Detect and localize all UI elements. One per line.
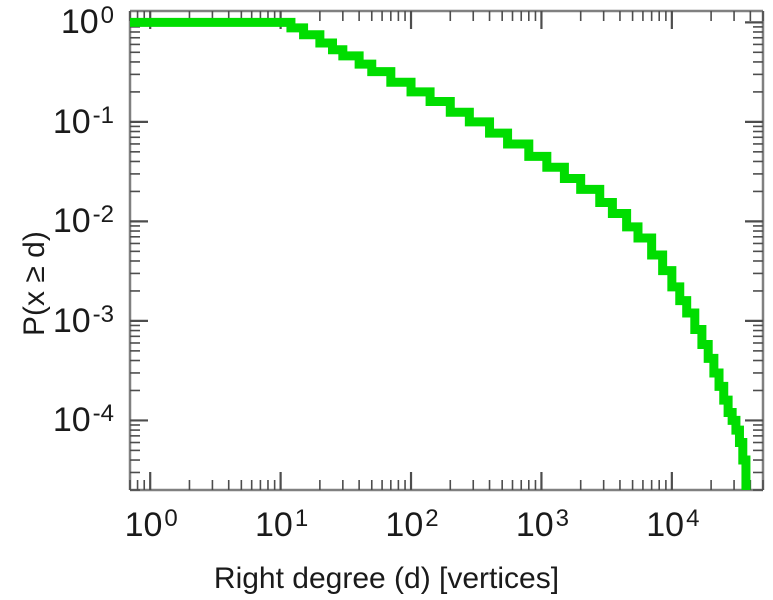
data-series xyxy=(130,17,751,490)
axis-ticks xyxy=(129,11,764,491)
x-tick-exponent: 2 xyxy=(425,504,439,532)
y-tick-exponent: -1 xyxy=(92,101,114,129)
y-tick-label: 10-4 xyxy=(0,400,114,440)
y-tick-label: 10-2 xyxy=(0,201,114,241)
y-tick-label: 100 xyxy=(0,2,114,42)
y-tick-exponent: -4 xyxy=(92,400,114,428)
y-tick-mantissa: 10 xyxy=(52,202,91,241)
y-tick-mantissa: 10 xyxy=(52,401,91,440)
y-tick-exponent: -2 xyxy=(92,201,114,229)
x-tick-label: 102 xyxy=(385,504,439,544)
x-tick-mantissa: 10 xyxy=(385,506,424,544)
x-tick-mantissa: 10 xyxy=(646,506,685,544)
axes-frame xyxy=(128,9,765,492)
x-tick-exponent: 0 xyxy=(164,504,178,532)
y-tick-label: 10-1 xyxy=(0,101,114,141)
y-axis-title: P(x ≥ d) xyxy=(18,230,51,336)
x-tick-mantissa: 10 xyxy=(255,506,293,544)
series-line-0 xyxy=(130,17,751,490)
x-tick-label: 101 xyxy=(255,504,309,544)
x-tick-exponent: 3 xyxy=(555,504,570,532)
y-tick-label: 10-3 xyxy=(0,300,114,340)
x-tick-label: 104 xyxy=(646,504,700,544)
x-tick-mantissa: 10 xyxy=(515,506,554,544)
y-tick-exponent: -3 xyxy=(92,300,114,328)
x-tick-label: 103 xyxy=(515,504,570,544)
y-tick-exponent: 0 xyxy=(100,2,114,29)
x-tick-exponent: 4 xyxy=(686,504,700,532)
x-tick-label: 100 xyxy=(124,504,178,544)
x-tick-mantissa: 10 xyxy=(124,506,163,544)
x-tick-exponent: 1 xyxy=(294,504,309,532)
y-tick-mantissa: 10 xyxy=(60,3,99,42)
x-axis-title: Right degree (d) [vertices] xyxy=(213,562,560,595)
y-tick-mantissa: 10 xyxy=(52,301,91,340)
y-tick-mantissa: 10 xyxy=(52,102,91,141)
